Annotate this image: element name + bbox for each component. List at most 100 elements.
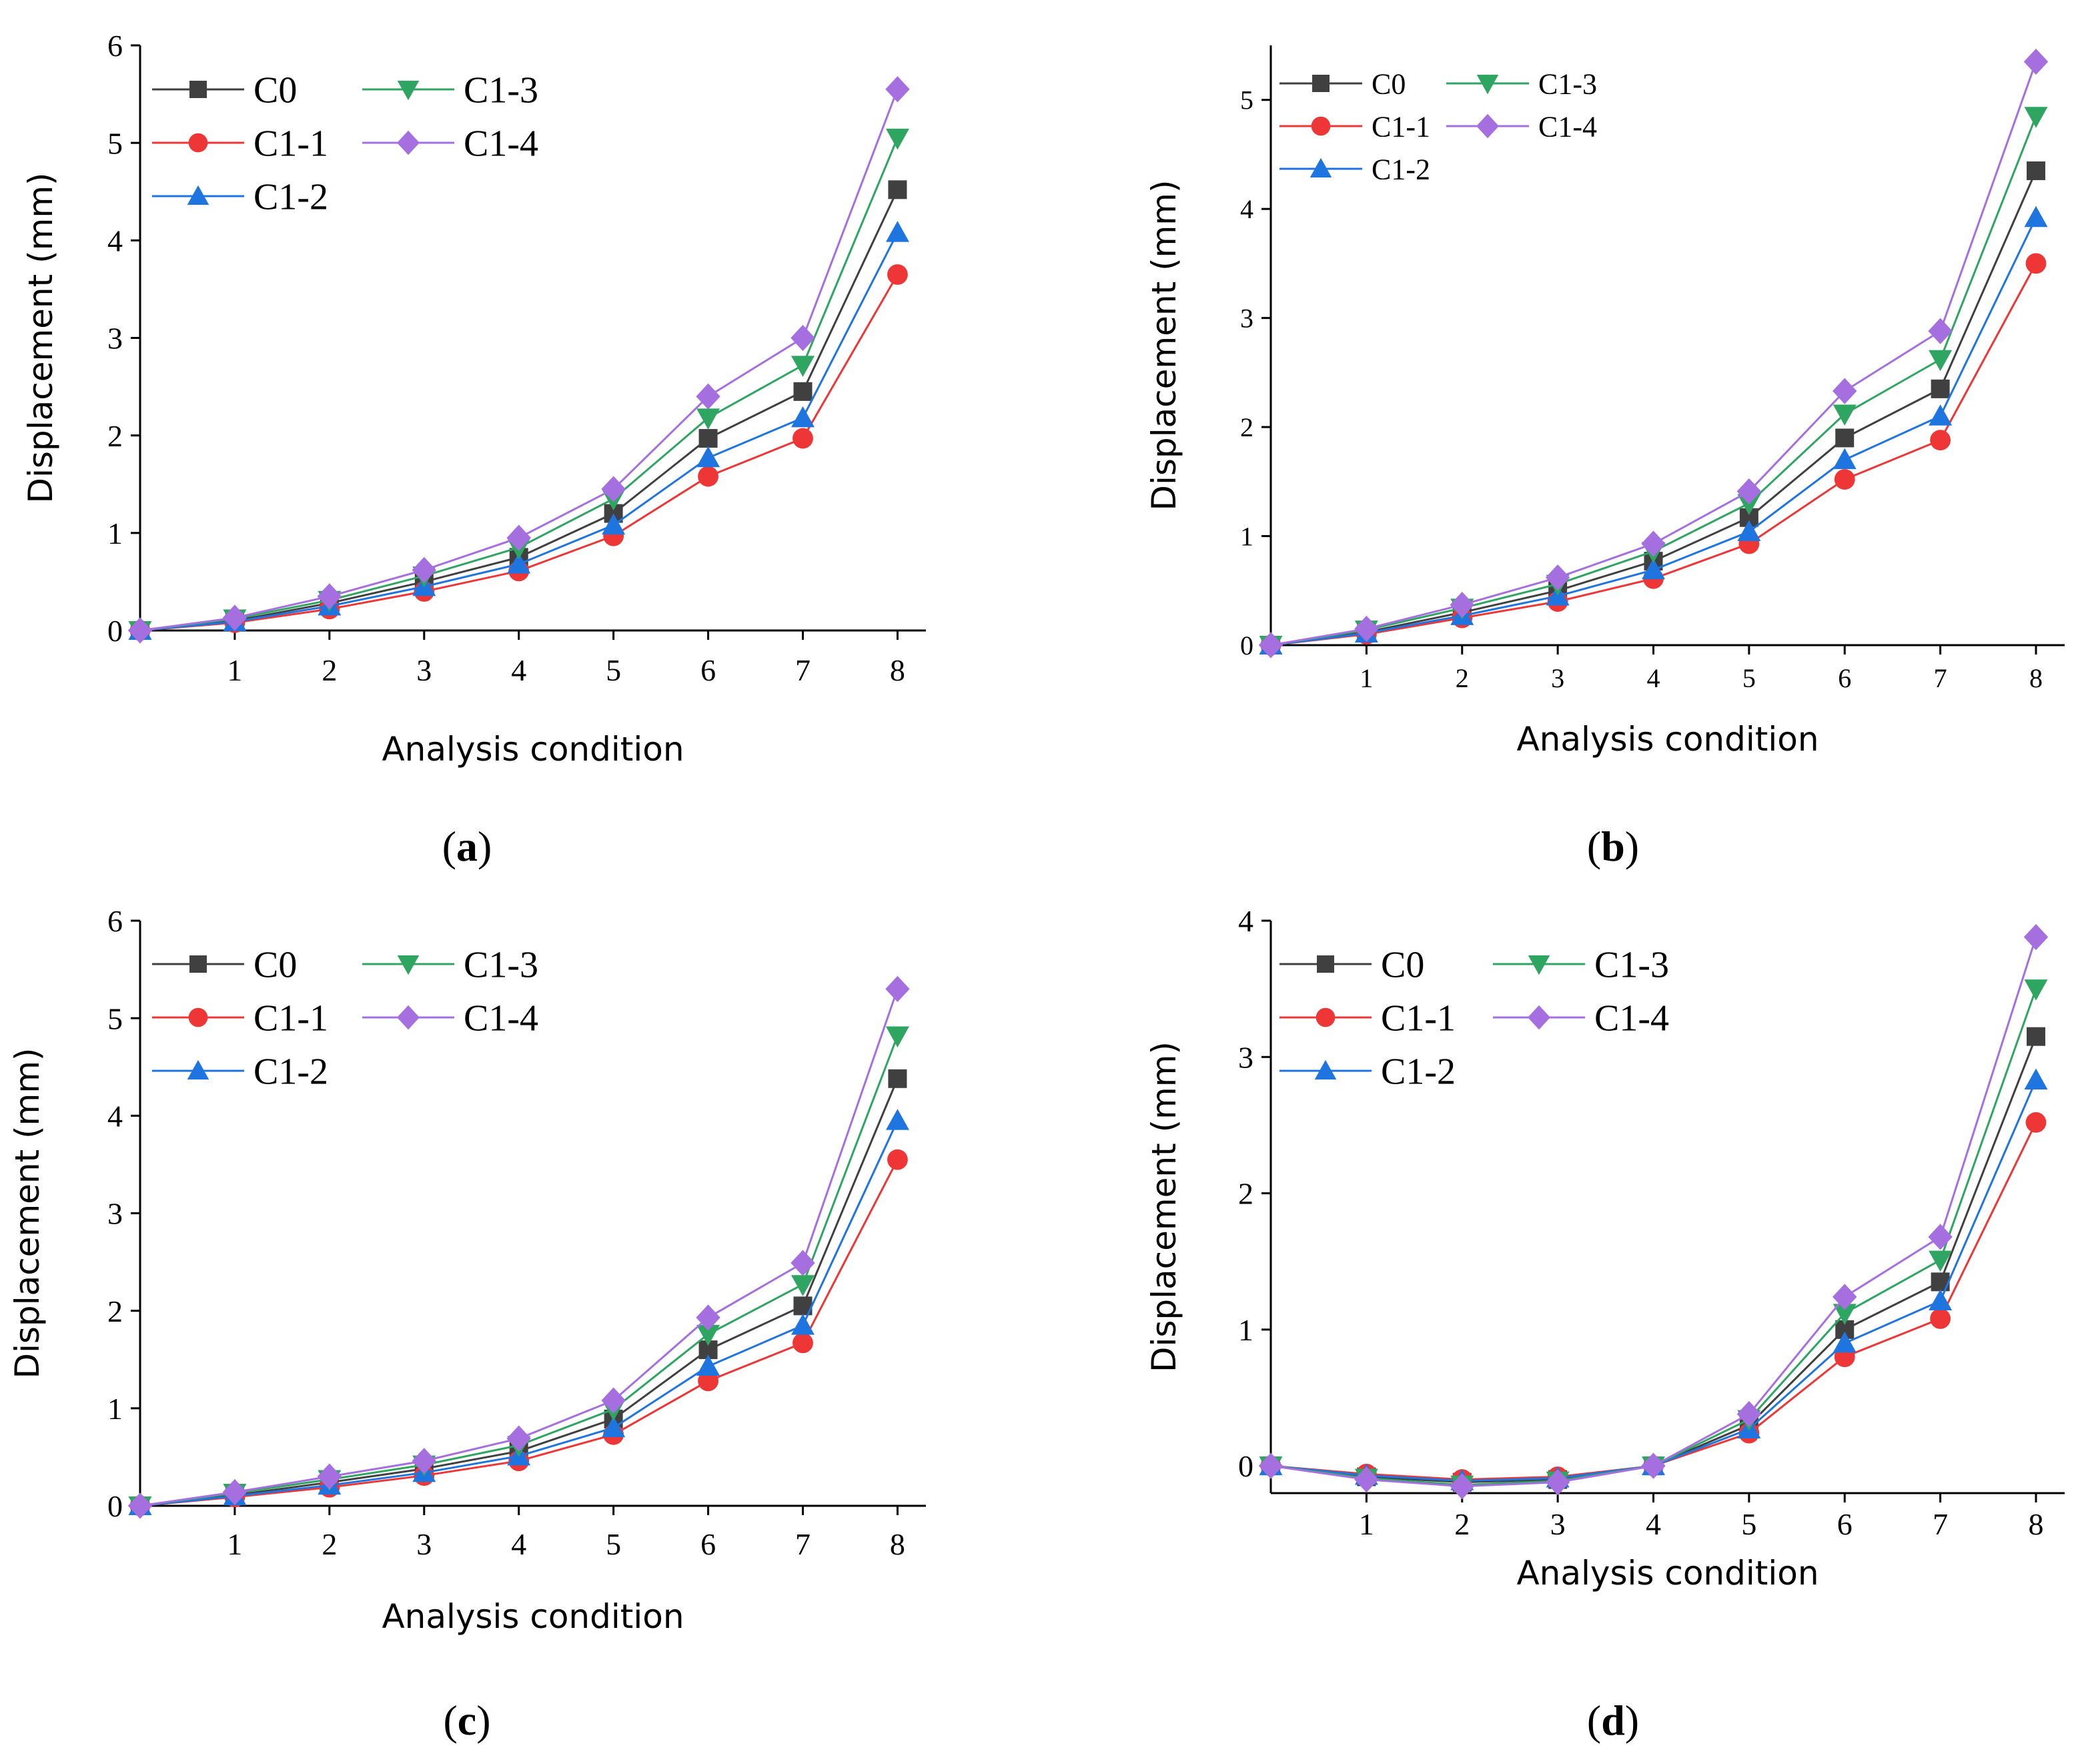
x-tick-label: 4 bbox=[1646, 663, 1660, 693]
x-tick-label: 1 bbox=[1360, 663, 1373, 693]
panel-label-close: ) bbox=[476, 1697, 490, 1744]
data-point bbox=[507, 552, 531, 574]
data-point bbox=[1354, 615, 1379, 642]
data-point bbox=[791, 1275, 815, 1296]
data-point bbox=[1833, 448, 1857, 470]
x-axis-title: Analysis condition bbox=[1516, 720, 1819, 759]
data-point bbox=[1545, 1469, 1570, 1496]
chart-panel-d: 0 1 2 3 4 1 2 3 4 5 6 7 8 Analysis condition Displacem… bbox=[1145, 904, 2065, 1744]
panel-label-close: ) bbox=[1625, 823, 1639, 870]
data-point bbox=[698, 429, 718, 448]
data-point bbox=[885, 221, 909, 242]
legend-marker bbox=[1310, 157, 1332, 177]
legend-marker bbox=[1316, 1007, 1336, 1027]
series-C1-2 bbox=[1259, 1068, 2048, 1490]
legend-marker bbox=[397, 1005, 420, 1030]
data-point bbox=[1928, 318, 1953, 344]
data-point bbox=[317, 583, 342, 610]
data-point bbox=[1736, 1400, 1762, 1428]
panel-label-letter: d bbox=[1601, 1697, 1625, 1744]
legend: C0 C1-1 C1-2 C1-3 C1-4 bbox=[1279, 945, 1669, 1093]
data-point bbox=[2024, 205, 2048, 228]
legend-label: C1-2 bbox=[1372, 153, 1430, 185]
data-point bbox=[1929, 1289, 1953, 1310]
legend-label: C1-3 bbox=[464, 70, 538, 111]
panel-label-letter: b bbox=[1601, 823, 1625, 870]
x-tick-label: 7 bbox=[795, 653, 811, 687]
legend-label: C1-3 bbox=[464, 945, 538, 986]
legend-marker bbox=[1528, 1005, 1550, 1030]
data-point bbox=[1833, 1304, 1857, 1325]
data-point bbox=[602, 1416, 626, 1438]
data-point bbox=[885, 1109, 909, 1130]
y-tick-label: 4 bbox=[107, 1099, 123, 1133]
x-tick-label: 6 bbox=[700, 1527, 716, 1561]
x-tick-label: 4 bbox=[511, 1527, 526, 1561]
data-point bbox=[2023, 48, 2049, 75]
data-point bbox=[1833, 378, 1857, 404]
data-point bbox=[885, 128, 909, 150]
x-axis-title: Analysis condition bbox=[382, 1597, 684, 1636]
legend-label: C1-2 bbox=[1381, 1051, 1456, 1093]
x-tick-label: 7 bbox=[1934, 663, 1947, 693]
legend-marker bbox=[188, 1007, 208, 1027]
data-point bbox=[1931, 1272, 1950, 1292]
legend-label: C1-3 bbox=[1538, 67, 1597, 100]
series-C1-1 bbox=[1260, 253, 2047, 656]
legend-marker bbox=[1314, 1059, 1337, 1079]
data-point bbox=[1545, 564, 1570, 591]
data-point bbox=[698, 1370, 718, 1392]
data-point bbox=[601, 476, 626, 502]
series-line bbox=[1270, 1122, 2037, 1481]
x-tick-label: 5 bbox=[1742, 663, 1756, 693]
data-point bbox=[888, 1069, 907, 1088]
legend-label: C1-3 bbox=[1594, 945, 1669, 986]
data-point bbox=[1833, 1284, 1857, 1310]
legend-label: C1-4 bbox=[464, 123, 538, 165]
data-point bbox=[791, 406, 815, 428]
x-tick-label: 2 bbox=[1454, 1507, 1470, 1541]
x-tick-label: 4 bbox=[1646, 1507, 1661, 1541]
y-tick-label: 6 bbox=[107, 904, 123, 938]
y-tick-label: 2 bbox=[1240, 412, 1253, 442]
data-point bbox=[2026, 161, 2045, 180]
x-tick-label: 3 bbox=[416, 653, 432, 687]
data-point bbox=[1736, 478, 1762, 505]
data-point bbox=[1929, 404, 1953, 426]
legend-marker bbox=[188, 133, 208, 153]
panel-label-close: ) bbox=[1625, 1697, 1639, 1744]
data-point bbox=[885, 975, 910, 1002]
series-C1-4 bbox=[1258, 923, 2049, 1500]
y-tick-label: 2 bbox=[1238, 1177, 1253, 1211]
data-point bbox=[1834, 469, 1855, 490]
legend-marker bbox=[1476, 75, 1499, 95]
data-point bbox=[506, 1425, 531, 1452]
x-tick-label: 1 bbox=[227, 653, 242, 687]
y-tick-label: 5 bbox=[107, 126, 123, 160]
data-point bbox=[2024, 979, 2048, 1001]
chart-panel-c: 0 1 2 3 4 5 6 1 2 3 4 5 6 7 8 Analysis condition Displac… bbox=[8, 904, 926, 1744]
data-point bbox=[1258, 1452, 1283, 1479]
legend-marker bbox=[397, 130, 420, 155]
legend-label: C1-1 bbox=[1381, 998, 1456, 1039]
panel-label-open: ( bbox=[1587, 823, 1601, 870]
data-point bbox=[2025, 253, 2047, 274]
data-point bbox=[2023, 923, 2049, 951]
series-C0 bbox=[1261, 1027, 2045, 1492]
x-tick-label: 5 bbox=[606, 653, 621, 687]
panel-label-open: ( bbox=[1587, 1697, 1601, 1744]
x-tick-label: 6 bbox=[700, 653, 716, 687]
y-tick-label: 3 bbox=[107, 1197, 123, 1231]
data-point bbox=[2024, 107, 2048, 128]
y-axis-title: Displacement (mm) bbox=[1145, 179, 1183, 510]
data-point bbox=[1930, 430, 1951, 451]
x-axis-title: Analysis condition bbox=[1516, 1554, 1819, 1593]
x-tick-label: 3 bbox=[1551, 663, 1564, 693]
legend-marker bbox=[1528, 955, 1550, 975]
data-point bbox=[887, 1149, 908, 1170]
x-tick-label: 8 bbox=[2028, 1507, 2043, 1541]
x-tick-label: 4 bbox=[511, 653, 526, 687]
legend-label: C1-1 bbox=[253, 998, 328, 1039]
data-point bbox=[2024, 1068, 2048, 1090]
